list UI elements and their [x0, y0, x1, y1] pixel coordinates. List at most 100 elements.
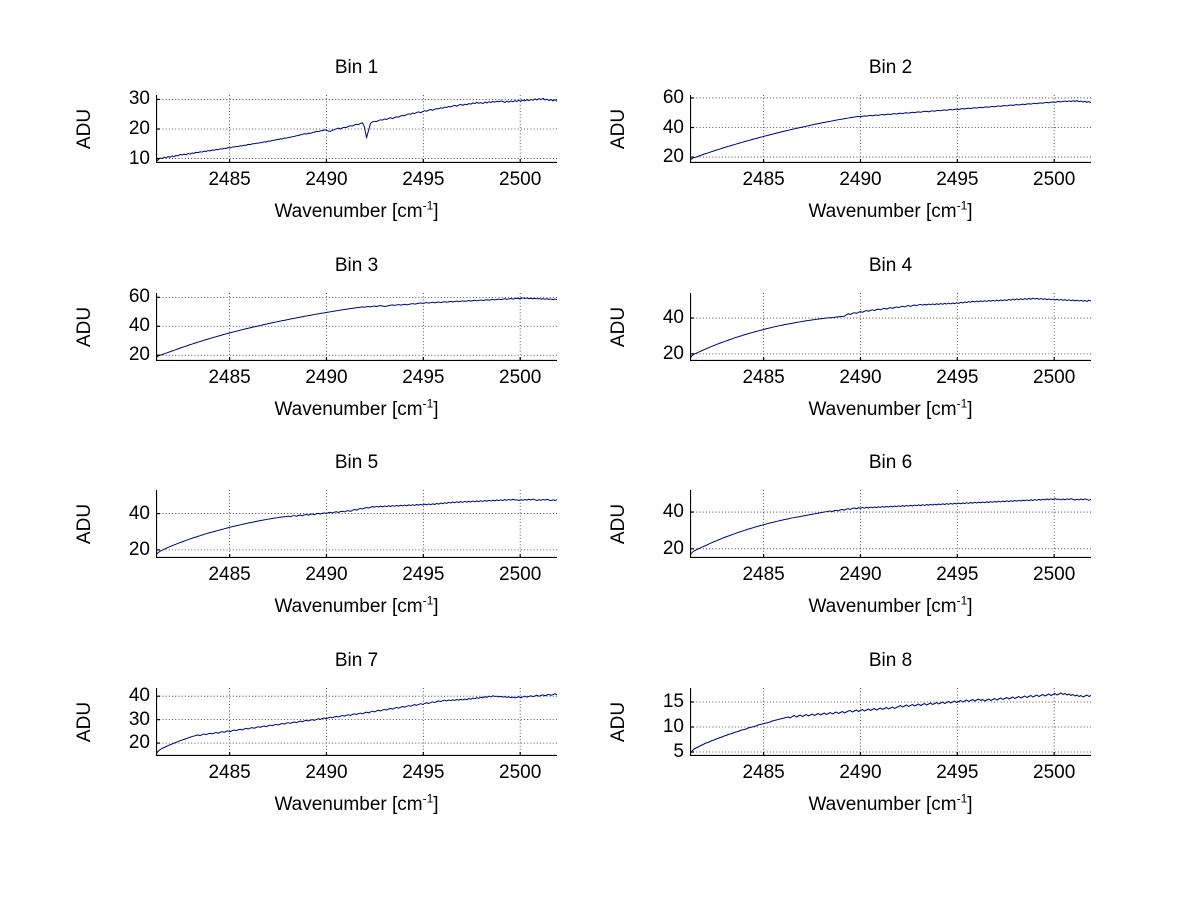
y-tick-label: 20 — [128, 344, 150, 366]
x-tick-label: 2485 — [208, 564, 251, 585]
x-axis-label-bracket: ] — [967, 794, 973, 815]
y-tick-label: 15 — [662, 691, 684, 712]
x-tick-label: 2495 — [936, 564, 979, 585]
x-axis-label-7: Wavenumber [cm-1] — [156, 793, 557, 816]
x-axis-label-text: Wavenumber [cm — [274, 794, 423, 815]
x-axis-label-text: Wavenumber [cm — [274, 596, 423, 617]
x-tick-label: 2490 — [839, 169, 882, 190]
x-tick-label: 2500 — [499, 564, 542, 585]
y-tick-label: 5 — [673, 741, 684, 762]
subplot-title-3: Bin 3 — [334, 255, 379, 276]
plot-area-1 — [156, 95, 557, 163]
x-tick-label: 2495 — [402, 169, 445, 190]
x-tick-label: 2490 — [839, 564, 882, 585]
plot-area-7 — [156, 688, 557, 756]
subplot-title-6: Bin 6 — [868, 452, 913, 473]
x-axis-label-exponent: -1 — [956, 198, 968, 213]
data-series-line — [690, 100, 1091, 161]
y-axis-label-5: ADU — [74, 503, 95, 545]
data-series-line — [690, 692, 1091, 755]
y-axis-label-1: ADU — [74, 108, 95, 150]
x-tick-label: 2500 — [499, 169, 542, 190]
x-axis-label-exponent: -1 — [422, 396, 434, 411]
data-series-line — [156, 498, 557, 556]
x-axis-label-3: Wavenumber [cm-1] — [156, 396, 557, 421]
y-tick-label: 60 — [128, 286, 150, 308]
x-axis-label-8: Wavenumber [cm-1] — [690, 791, 1091, 816]
subplot-title-2: Bin 2 — [868, 57, 913, 78]
x-axis-label-4: Wavenumber [cm-1] — [690, 398, 1091, 421]
x-axis-label-text: Wavenumber [cm — [808, 201, 957, 222]
x-axis-label-bracket: ] — [967, 399, 973, 420]
data-series-line — [690, 297, 1091, 359]
y-tick-label: 40 — [662, 116, 684, 138]
x-tick-label: 2485 — [742, 169, 785, 190]
x-tick-label: 2485 — [742, 762, 785, 783]
plot-area-4 — [690, 293, 1091, 361]
x-axis-label-text: Wavenumber [cm — [808, 399, 957, 420]
x-tick-label: 2495 — [402, 762, 445, 783]
plot-area-8 — [690, 688, 1091, 756]
x-tick-label: 2490 — [305, 367, 348, 388]
plot-area-6 — [690, 490, 1091, 558]
y-tick-label: 20 — [128, 118, 150, 139]
x-axis-label-exponent: -1 — [956, 791, 968, 806]
x-axis-label-bracket: ] — [433, 201, 439, 222]
x-axis-label-bracket: ] — [433, 399, 439, 420]
y-tick-label: 40 — [128, 685, 150, 707]
x-axis-label-bracket: ] — [433, 794, 439, 815]
plot-area-5 — [156, 490, 557, 558]
y-tick-label: 40 — [128, 502, 150, 524]
x-axis-label-bracket: ] — [967, 596, 973, 617]
subplot-title-5: Bin 5 — [334, 452, 379, 473]
x-tick-label: 2495 — [936, 762, 979, 783]
x-tick-label: 2490 — [305, 169, 348, 190]
x-tick-label: 2490 — [305, 564, 348, 585]
plot-area-3 — [156, 293, 557, 361]
plot-area-2 — [690, 95, 1091, 163]
subplot-title-7: Bin 7 — [334, 650, 379, 671]
y-tick-label: 20 — [662, 537, 684, 559]
y-axis-label-7: ADU — [74, 701, 95, 743]
subplot-title-1: Bin 1 — [334, 57, 379, 78]
x-axis-label-exponent: -1 — [422, 198, 434, 213]
y-tick-label: 10 — [128, 147, 150, 169]
y-axis-label-6: ADU — [608, 503, 629, 545]
x-axis-label-exponent: -1 — [422, 593, 434, 608]
x-axis-label-text: Wavenumber [cm — [274, 399, 423, 420]
data-series-line — [690, 498, 1091, 556]
x-axis-label-6: Wavenumber [cm-1] — [690, 593, 1091, 618]
x-tick-label: 2500 — [1033, 169, 1076, 190]
x-axis-label-exponent: -1 — [956, 593, 968, 608]
y-tick-label: 60 — [662, 86, 684, 108]
x-axis-label-bracket: ] — [967, 201, 973, 222]
x-tick-label: 2495 — [936, 367, 979, 388]
x-tick-label: 2500 — [1033, 762, 1076, 783]
y-tick-label: 40 — [128, 315, 150, 337]
x-tick-label: 2500 — [1033, 564, 1076, 585]
x-tick-label: 2490 — [839, 762, 882, 783]
data-series-line — [156, 693, 557, 755]
x-tick-label: 2485 — [742, 564, 785, 585]
y-tick-label: 20 — [662, 342, 684, 364]
x-tick-label: 2490 — [305, 762, 348, 783]
x-tick-label: 2500 — [499, 762, 542, 783]
y-axis-label-4: ADU — [608, 306, 629, 348]
x-axis-label-text: Wavenumber [cm — [808, 794, 957, 815]
y-tick-label: 30 — [128, 88, 150, 110]
y-tick-label: 20 — [662, 146, 684, 168]
x-axis-label-5: Wavenumber [cm-1] — [156, 593, 557, 618]
x-axis-label-2: Wavenumber [cm-1] — [690, 198, 1091, 223]
x-tick-label: 2495 — [402, 367, 445, 388]
y-tick-label: 30 — [128, 708, 150, 730]
y-tick-label: 20 — [128, 538, 150, 560]
x-tick-label: 2490 — [839, 367, 882, 388]
